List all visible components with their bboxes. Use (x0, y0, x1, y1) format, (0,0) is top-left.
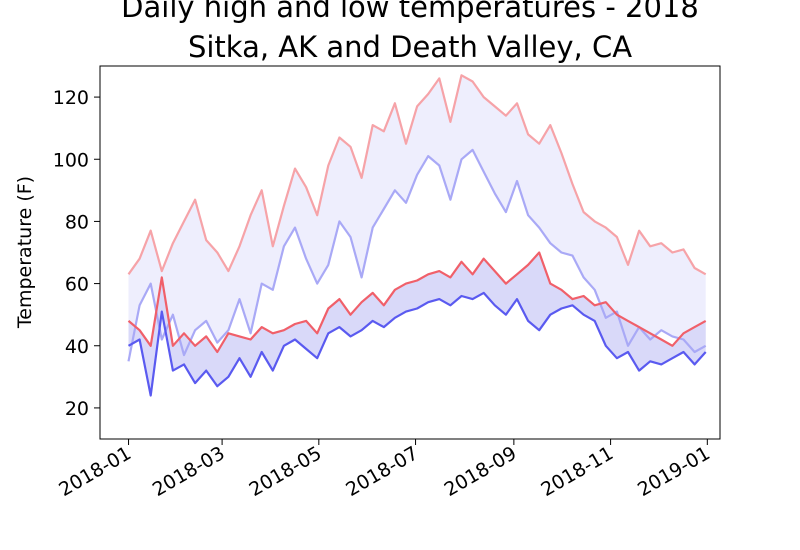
y-tick-label: 20 (65, 398, 89, 420)
x-tick-label: 2019-01 (634, 442, 714, 501)
sitka-low-line (127, 291, 707, 397)
chart-title-line-1: Daily high and low temperatures - 2018 (121, 0, 699, 24)
plot-area (99, 65, 721, 440)
x-tick-label: 2018-01 (55, 442, 135, 501)
y-tick-label: 100 (53, 149, 89, 171)
x-axis: 2018-01 2018-03 2018-05 2018-07 2018-09 2018-… (55, 439, 714, 501)
sitka-high-line (127, 251, 707, 354)
y-tick-label: 40 (65, 336, 89, 358)
death-valley-high-line (127, 74, 707, 276)
y-tick-label: 80 (65, 211, 89, 233)
sitka-range-fill (128, 252, 706, 396)
death-valley-low-line (127, 148, 707, 362)
series-lines (127, 74, 707, 397)
y-axis: 20 40 60 80 100 120 (53, 87, 100, 420)
x-tick-label: 2018-07 (342, 442, 422, 501)
x-tick-label: 2018-09 (441, 442, 521, 501)
plot-frame (99, 65, 721, 440)
x-tick-label: 2018-05 (246, 442, 326, 501)
y-tick-label: 120 (53, 87, 89, 109)
y-tick-label: 60 (65, 274, 89, 296)
y-axis-label: Temperature (F) (14, 176, 36, 329)
x-tick-label: 2018-11 (537, 442, 617, 501)
x-tick-label: 2018-03 (149, 442, 229, 501)
chart-title-line-2: Sitka, AK and Death Valley, CA (188, 30, 632, 64)
